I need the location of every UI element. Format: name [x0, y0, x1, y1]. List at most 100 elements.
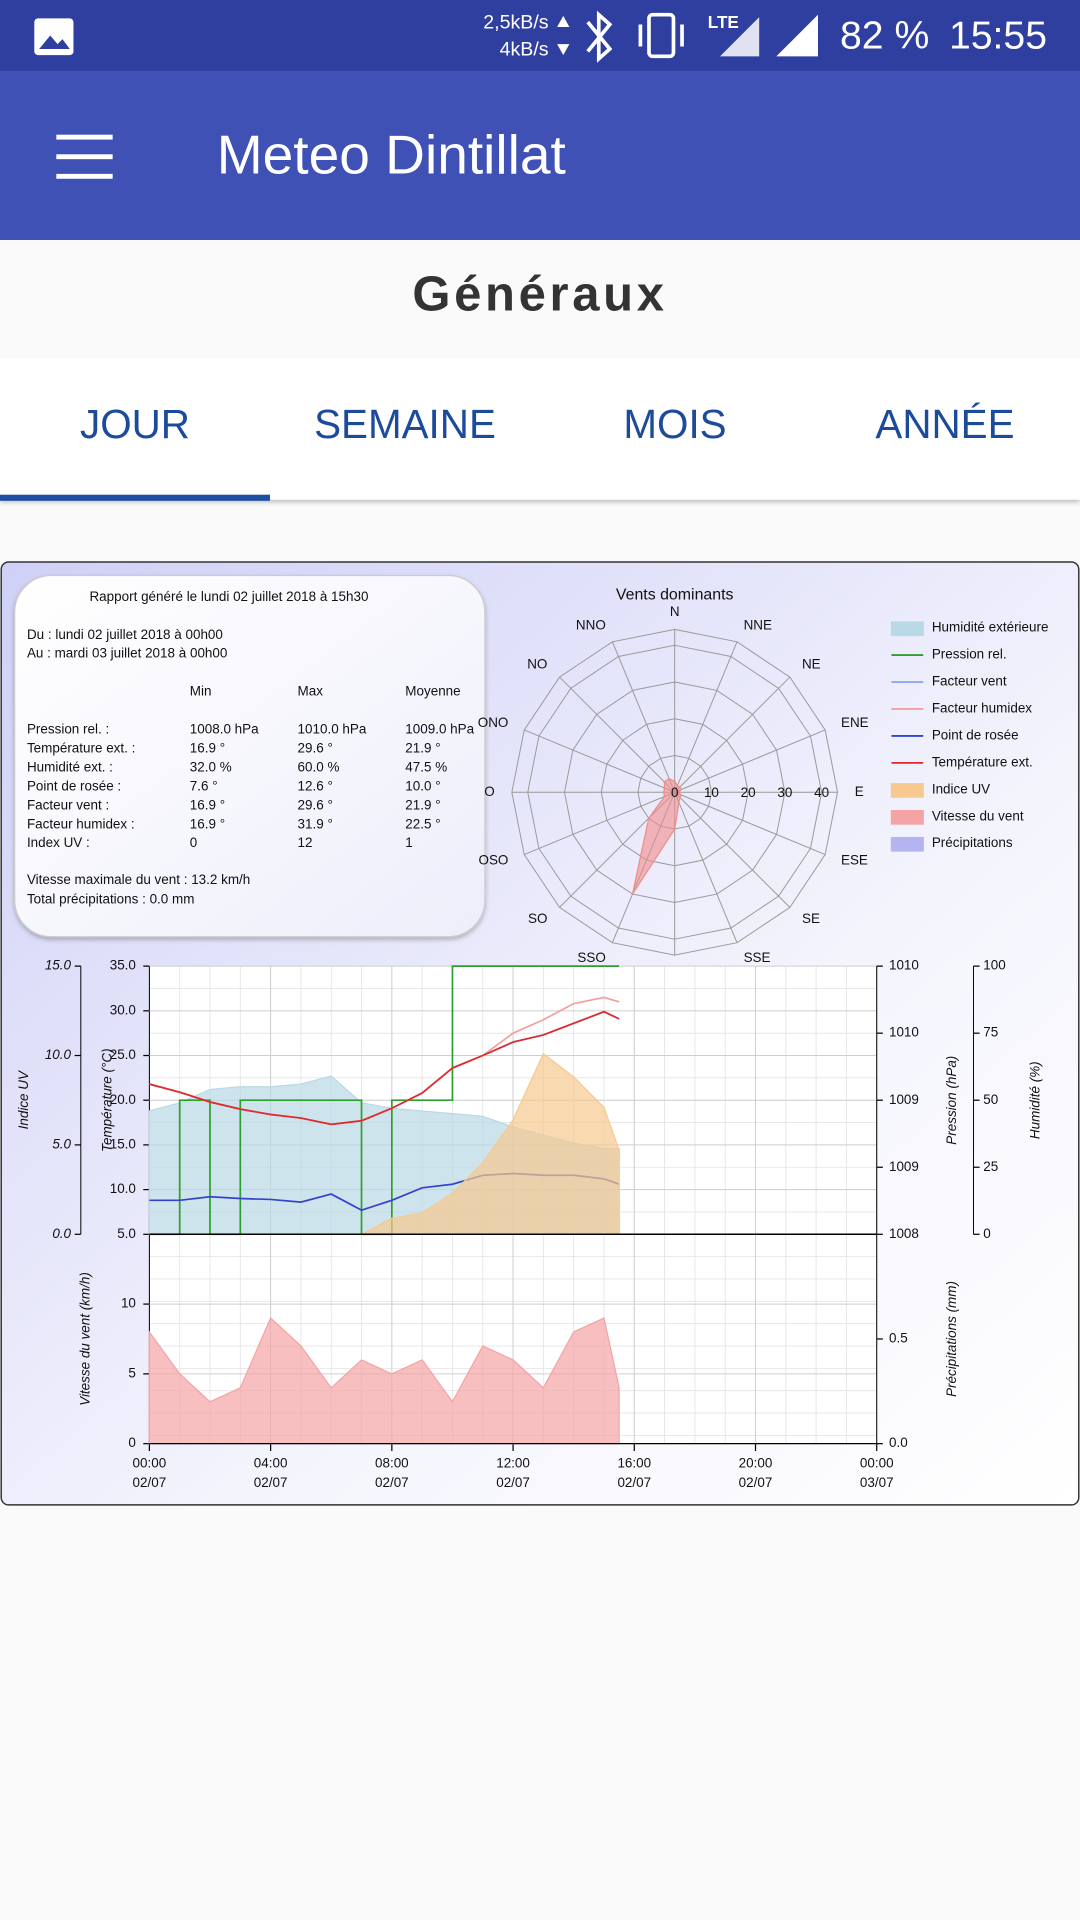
- vibrate-icon: [638, 12, 684, 59]
- legend-swatch: [890, 836, 924, 852]
- report-cell: 29.6 °: [298, 740, 333, 755]
- radar-tick-label: 30: [777, 785, 792, 800]
- y-tick-label: 10.0: [110, 1181, 136, 1196]
- net-down: 4kB/s: [500, 38, 549, 60]
- x-tick-label-line: 02/07: [617, 1474, 651, 1489]
- x-tick-label: 16:00 02/07: [617, 1455, 651, 1490]
- network-type: LTE: [708, 12, 739, 32]
- radar-spoke: [524, 791, 675, 856]
- y-tick-label: 100: [983, 958, 1005, 973]
- y-tick-label: 10.0: [45, 1047, 72, 1062]
- radar-spoke: [524, 729, 675, 793]
- x-tick-label-line: 08:00: [375, 1455, 409, 1470]
- report-cell: Point de rosée :: [27, 778, 121, 793]
- y-tick-label: 1010: [889, 1025, 919, 1040]
- legend-label: Humidité extérieure: [932, 620, 1049, 635]
- y-axis-title: Vitesse du vent (km/h): [77, 1272, 92, 1406]
- x-tick-label-line: 02/07: [254, 1474, 288, 1489]
- x-tick-label: 20:00 02/07: [739, 1455, 773, 1490]
- y-tick-label: 0.0: [52, 1226, 71, 1241]
- tab[interactable]: ANNÉE: [875, 401, 1014, 447]
- radar-direction: NO: [527, 657, 547, 672]
- radar-direction: N: [670, 604, 680, 619]
- status-bar: [0, 0, 1080, 72]
- radar-direction: O: [484, 784, 494, 799]
- net-up: 2,5kB/s: [483, 11, 549, 33]
- y-tick-label: 30.0: [110, 1002, 136, 1017]
- report-cell: 32.0 %: [190, 759, 232, 774]
- y-tick-label: 1009: [889, 1159, 919, 1174]
- legend-swatch: [890, 621, 924, 637]
- report-cell: 1: [405, 835, 412, 850]
- tab[interactable]: MOIS: [623, 401, 726, 447]
- radar-title: Vents dominants: [616, 586, 734, 603]
- report-from: Du : lundi 02 juillet 2018 à 00h00: [27, 627, 223, 642]
- legend-label: Point de rosée: [932, 727, 1019, 742]
- x-tick-label: 04:00 02/07: [254, 1455, 288, 1490]
- radar-direction: NNO: [576, 618, 606, 633]
- radar-direction: SSO: [577, 950, 605, 965]
- report-precip: Total précipitations : 0.0 mm: [27, 892, 195, 907]
- radar-direction: SE: [802, 911, 820, 926]
- tab[interactable]: JOUR: [80, 401, 190, 447]
- report-cell: 16.9 °: [190, 740, 225, 755]
- y-tick-label: 5.0: [52, 1136, 71, 1151]
- report-cell: Humidité ext. :: [27, 759, 113, 774]
- y-axis-title: Humidité (%): [1027, 1061, 1042, 1139]
- y-tick-label: 0: [983, 1226, 990, 1241]
- report-box: [14, 574, 486, 938]
- report-title: Rapport généré le lundi 02 juillet 2018 …: [89, 589, 368, 604]
- radar-spoke: [674, 641, 738, 793]
- report-cell: 29.6 °: [298, 797, 333, 812]
- report-cell: Pression rel. :: [27, 721, 109, 736]
- y-tick-label: 1008: [889, 1226, 919, 1241]
- report-cell: 21.9 °: [405, 740, 440, 755]
- radar-direction: ESE: [841, 853, 868, 868]
- battery: 82 %: [840, 14, 929, 57]
- report-cell: Facteur vent :: [27, 797, 109, 812]
- report-cell: Index UV :: [27, 835, 90, 850]
- radar-direction: ONO: [478, 715, 509, 730]
- legend-swatch: [890, 783, 924, 798]
- app-title: Meteo Dintillat: [217, 124, 566, 186]
- y-axis-title: Indice UV: [16, 1069, 31, 1129]
- clock: 15:55: [949, 14, 1047, 57]
- tab[interactable]: SEMAINE: [314, 401, 496, 447]
- report-column: Max: [298, 683, 324, 698]
- report-cell: 7.6 °: [190, 778, 218, 793]
- legend-label: Température ext.: [932, 754, 1033, 769]
- legend-label: Facteur vent: [932, 674, 1007, 689]
- report-cell: 60.0 %: [298, 759, 340, 774]
- report-cell: 1009.0 hPa: [405, 721, 474, 736]
- y-tick-label: 25.0: [110, 1047, 136, 1062]
- report-column: Min: [190, 683, 212, 698]
- radar-direction: SO: [528, 911, 547, 926]
- report-cell: Facteur humidex :: [27, 816, 135, 831]
- report-cell: 12.6 °: [298, 778, 333, 793]
- radar-spoke: [611, 641, 676, 793]
- y-tick-label: 50: [983, 1092, 998, 1107]
- legend-label: Facteur humidex: [932, 701, 1032, 716]
- report-to: Au : mardi 03 juillet 2018 à 00h00: [27, 645, 227, 660]
- y-axis-title: Température (°C): [99, 1048, 114, 1152]
- x-tick-label-line: 00:00: [860, 1455, 894, 1470]
- report-max-wind: Vitesse maximale du vent : 13.2 km/h: [27, 872, 250, 887]
- menu-button[interactable]: [56, 134, 113, 179]
- radar-spoke: [674, 729, 826, 793]
- y-tick-label: 75: [983, 1025, 998, 1040]
- series-area: [148, 1317, 620, 1445]
- radar-direction: NNE: [744, 618, 772, 633]
- y-tick-label: 5.0: [117, 1226, 136, 1241]
- radar-spoke: [559, 676, 676, 793]
- report-cell: 47.5 %: [405, 759, 447, 774]
- x-tick-label: 12:00 02/07: [496, 1455, 530, 1490]
- radar-direction: E: [855, 784, 864, 799]
- report-cell: 0: [190, 835, 197, 850]
- x-tick-label-line: 20:00: [739, 1455, 773, 1470]
- y-tick-label: 35.0: [110, 958, 136, 973]
- x-tick-label-line: 02/07: [133, 1474, 167, 1489]
- report-cell: 21.9 °: [405, 797, 440, 812]
- report-cell: 1008.0 hPa: [190, 721, 259, 736]
- gallery-icon: [34, 18, 74, 56]
- report-cell: 1010.0 hPa: [298, 721, 367, 736]
